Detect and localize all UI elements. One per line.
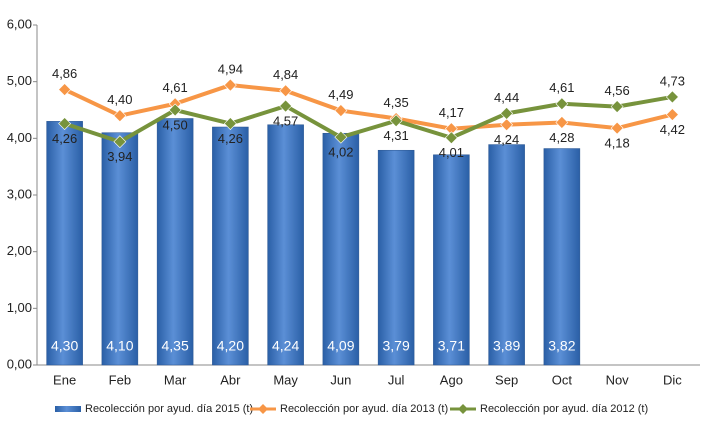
marker [113, 109, 127, 123]
marker [610, 121, 624, 135]
marker [389, 114, 403, 128]
data-label: 4,40 [107, 92, 132, 107]
bar [322, 132, 360, 366]
data-label: 3,94 [107, 149, 132, 164]
bar-value-label: 3,71 [438, 338, 465, 354]
x-tick-label: Nov [606, 372, 630, 387]
marker [334, 104, 348, 117]
x-tick-label: Feb [109, 372, 131, 387]
data-label: 4,31 [383, 128, 408, 143]
data-label: 4,35 [383, 95, 408, 110]
bar [267, 124, 304, 366]
marker [168, 103, 182, 117]
bar-value-label: 4,30 [51, 338, 78, 354]
data-label: 4,61 [549, 80, 574, 95]
marker [223, 117, 237, 131]
x-tick-label: Oct [552, 372, 573, 387]
data-label: 4,42 [660, 122, 685, 137]
marker [223, 78, 237, 92]
x-tick-label: Jun [330, 372, 351, 387]
marker [500, 118, 514, 132]
line [64, 94, 673, 144]
x-tick-label: Ago [440, 372, 463, 387]
data-label: 4,86 [52, 66, 77, 81]
data-label: 4,02 [328, 145, 353, 160]
legend-label: Recolección por ayud. día 2013 (t) [280, 403, 448, 415]
bar [543, 148, 581, 366]
y-tick-label: 4,00 [7, 130, 32, 145]
legend-marker [258, 404, 268, 414]
legend-label: Recolección por ayud. día 2015 (t) [85, 403, 253, 415]
marker [555, 97, 569, 111]
y-tick-label: 5,00 [7, 73, 32, 88]
data-label: 4,50 [162, 117, 187, 132]
legend-swatch [55, 406, 81, 412]
bar-value-label: 3,89 [493, 338, 520, 354]
x-tick-label: Mar [164, 372, 187, 387]
data-label: 4,26 [218, 131, 243, 146]
bar-value-label: 4,35 [162, 338, 189, 354]
bar-value-label: 3,82 [548, 338, 575, 354]
data-label: 4,24 [494, 132, 519, 147]
bar [46, 121, 83, 366]
marker [555, 116, 569, 129]
bar [488, 144, 525, 366]
y-tick-label: 6,00 [7, 16, 32, 31]
y-tick-label: 1,00 [7, 300, 32, 315]
marker [113, 135, 127, 149]
data-label: 4,94 [218, 62, 243, 77]
x-tick-label: Ene [53, 372, 76, 387]
data-label: 4,18 [604, 136, 629, 151]
marker [279, 99, 293, 113]
marker [665, 108, 679, 121]
data-label: 4,61 [162, 80, 187, 95]
marker [665, 90, 679, 104]
marker [334, 130, 348, 144]
bar-value-label: 3,79 [383, 338, 410, 354]
bar-value-label: 4,20 [217, 338, 244, 354]
bar [101, 132, 139, 366]
x-tick-label: Sep [495, 372, 518, 387]
bar [212, 126, 249, 366]
bar-value-label: 4,09 [327, 338, 354, 354]
marker [279, 84, 293, 98]
data-label: 4,26 [52, 131, 77, 146]
data-label: 4,01 [439, 145, 464, 160]
x-tick-label: Abr [220, 372, 241, 387]
data-label: 4,28 [549, 130, 574, 145]
data-label: 4,84 [273, 67, 298, 82]
y-tick-label: 2,00 [7, 243, 32, 258]
bar [377, 149, 415, 366]
data-label: 4,56 [604, 83, 629, 98]
marker [444, 131, 458, 145]
bar [433, 154, 470, 366]
x-tick-label: Dic [663, 372, 682, 387]
x-tick-label: May [273, 372, 298, 387]
y-tick-label: 3,00 [7, 186, 32, 201]
marker [58, 83, 72, 97]
marker [500, 106, 514, 120]
marker [58, 117, 72, 131]
data-label: 4,57 [273, 113, 298, 128]
bar-value-label: 4,24 [272, 338, 299, 354]
bar [156, 118, 194, 366]
marker [610, 100, 624, 114]
line [63, 83, 673, 131]
data-label: 4,44 [494, 90, 519, 105]
legend-label: Recolección por ayud. día 2012 (t) [480, 403, 648, 415]
legend-marker [458, 404, 468, 414]
data-label: 4,49 [328, 87, 353, 102]
bar-value-label: 4,10 [106, 338, 133, 354]
data-label: 4,73 [660, 73, 685, 88]
data-label: 4,17 [439, 105, 464, 120]
x-tick-label: Jul [388, 372, 405, 387]
y-tick-label: 0,00 [7, 356, 32, 371]
